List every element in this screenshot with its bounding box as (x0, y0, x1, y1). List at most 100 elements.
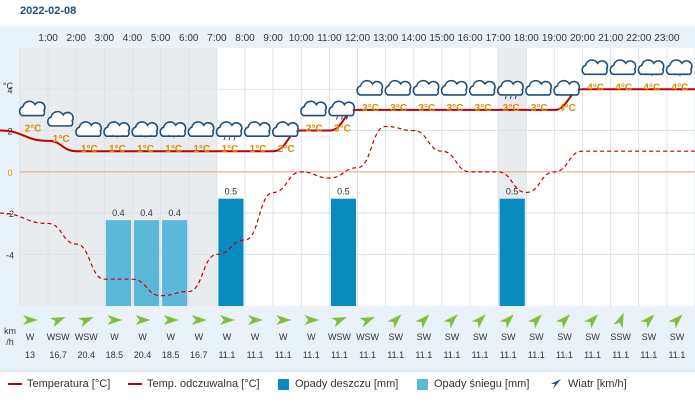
wind-band (20, 306, 695, 371)
legend-snow-label: Opady śniegu [mm] (434, 378, 530, 390)
wind-arrow-icon (304, 315, 320, 325)
hour-tick-label: 21:00 (598, 33, 623, 44)
precipitation-value-label: 0.5 (337, 187, 350, 197)
wind-row: W13WSW16.7WSW20.4W18.5W20.4W18.5W16.7W11… (23, 312, 686, 360)
hour-tick-label: 5:00 (151, 33, 171, 44)
precipitation-bars (105, 198, 525, 306)
wind-arrow-icon (387, 314, 402, 329)
temperature-value-label: 3°C (390, 103, 407, 114)
temperature-value-label: 2°C (25, 124, 42, 135)
temperature-value-label: 1°C (81, 144, 98, 155)
hour-tick-label: 12:00 (345, 33, 370, 44)
forecast-date: 2022-02-08 (20, 5, 77, 17)
temperature-value-label: 3°C (475, 103, 492, 114)
temperature-value-label: 3°C (447, 103, 464, 114)
svg-text:*: * (178, 135, 181, 141)
legend-feels-like: Temp. odczuwalna [°C] (128, 378, 260, 390)
svg-text:*: * (656, 73, 659, 79)
wind-speed-label: 11.1 (612, 350, 629, 360)
temperature-value-label: 3°C (362, 103, 379, 114)
legend-wind-label: Wiatr [km/h] (568, 378, 627, 390)
hour-tick-label: 15:00 (429, 33, 454, 44)
precipitation-value-label: 0.5 (506, 187, 519, 197)
svg-text:*: * (679, 74, 682, 80)
hour-tick-label: 17:00 (486, 33, 511, 44)
cloud-rain-icon (215, 121, 243, 141)
temperature-line (0, 88, 695, 153)
legend-temperature: Temperatura [°C] (8, 378, 110, 390)
snow-bar (162, 220, 188, 306)
wind-arrow-icon (248, 315, 264, 325)
temperature-value-label: 3°C (334, 124, 351, 135)
wind-arrow-icon (613, 312, 624, 329)
wind-speed-label: 11.1 (472, 350, 489, 360)
legend-snow-swatch (417, 378, 428, 390)
cloud-icon (440, 79, 468, 96)
hour-tick-label: 2:00 (67, 33, 87, 44)
wind-arrow-icon (331, 316, 347, 328)
precipitation-value-label: 0.5 (225, 187, 238, 197)
wind-speed-label: 20.4 (134, 350, 152, 360)
hour-tick-label: 9:00 (263, 33, 283, 44)
temperature-value-label: 4°C (643, 82, 660, 93)
wind-direction-label: SW (501, 332, 516, 342)
svg-text:*: * (684, 73, 687, 79)
cloud-icon (356, 79, 384, 96)
temperature-value-label: 1°C (222, 144, 239, 155)
wind-direction-label: SW (670, 332, 685, 342)
hour-tick-label: 23:00 (654, 33, 679, 44)
cloud-icon (187, 121, 215, 137)
snow-bar (134, 220, 160, 306)
temperature-value-label: 1°C (250, 144, 267, 155)
cloud-snow-icon: * * * (103, 121, 131, 142)
wind-speed-label: 11.1 (669, 350, 686, 360)
svg-text:*: * (144, 136, 147, 142)
hour-tick-label: 1:00 (38, 33, 58, 44)
wind-direction-label: W (223, 332, 232, 342)
temperature-value-label: 3°C (418, 103, 435, 114)
wind-direction-label: W (26, 332, 35, 342)
temperature-value-label: 3°C (503, 103, 520, 114)
legend-rain-label: Opady deszczu [mm] (295, 378, 399, 390)
wind-speed-label: 11.1 (444, 350, 461, 360)
wind-direction-label: SSW (610, 332, 631, 342)
wind-arrow-icon (77, 316, 94, 328)
chart-legend: Temperatura [°C] Temp. odczuwalna [°C] O… (0, 374, 695, 394)
wind-arrow-icon (443, 314, 458, 329)
precipitation-value-label: 0.4 (168, 208, 181, 218)
rain-bar (499, 198, 525, 306)
weather-icons: * * * * * * * * ** * * * * * (18, 59, 693, 142)
cloud-icon (412, 79, 440, 96)
svg-text:*: * (168, 135, 171, 141)
wind-speed-label: 18.5 (162, 350, 180, 360)
wind-direction-label: SW (445, 332, 460, 342)
wind-speed-label: 11.1 (331, 350, 348, 360)
wind-speed-label: 11.1 (387, 350, 404, 360)
y-tick-label: 0 (7, 168, 12, 178)
wind-direction-label: WSW (75, 332, 98, 342)
temperature-lines (0, 88, 695, 297)
hour-tick-label: 10:00 (289, 33, 314, 44)
wind-arrow-icon (107, 315, 123, 325)
wind-speed-label: 11.1 (303, 350, 320, 360)
hours-header-band (20, 26, 695, 48)
snow-bar (105, 220, 131, 306)
legend-feels-like-label: Temp. odczuwalna [°C] (147, 378, 260, 390)
cloud-icon (47, 110, 74, 127)
wind-arrow-icon (499, 314, 514, 329)
hour-tick-label: 19:00 (542, 33, 567, 44)
chart-labels: 1:00 2:00 3:00 4:00 5:00 6:00 7:00 8:00 9:00 10:0… (3, 33, 688, 347)
cloud-icon (243, 121, 271, 137)
feels-like-line (0, 125, 695, 297)
hour-tick-label: 3:00 (95, 33, 115, 44)
hour-tick-label: 11:00 (317, 33, 342, 44)
wind-arrow-icon (135, 315, 151, 325)
y-tick-label: 2 (7, 127, 12, 137)
wind-arrow-icon (551, 379, 561, 389)
cloud-icon (468, 79, 496, 96)
wind-arrow-icon (359, 316, 375, 328)
wind-direction-label: SW (388, 332, 403, 342)
wind-direction-label: WSW (47, 332, 70, 342)
wind-speed-label: 11.1 (219, 350, 236, 360)
